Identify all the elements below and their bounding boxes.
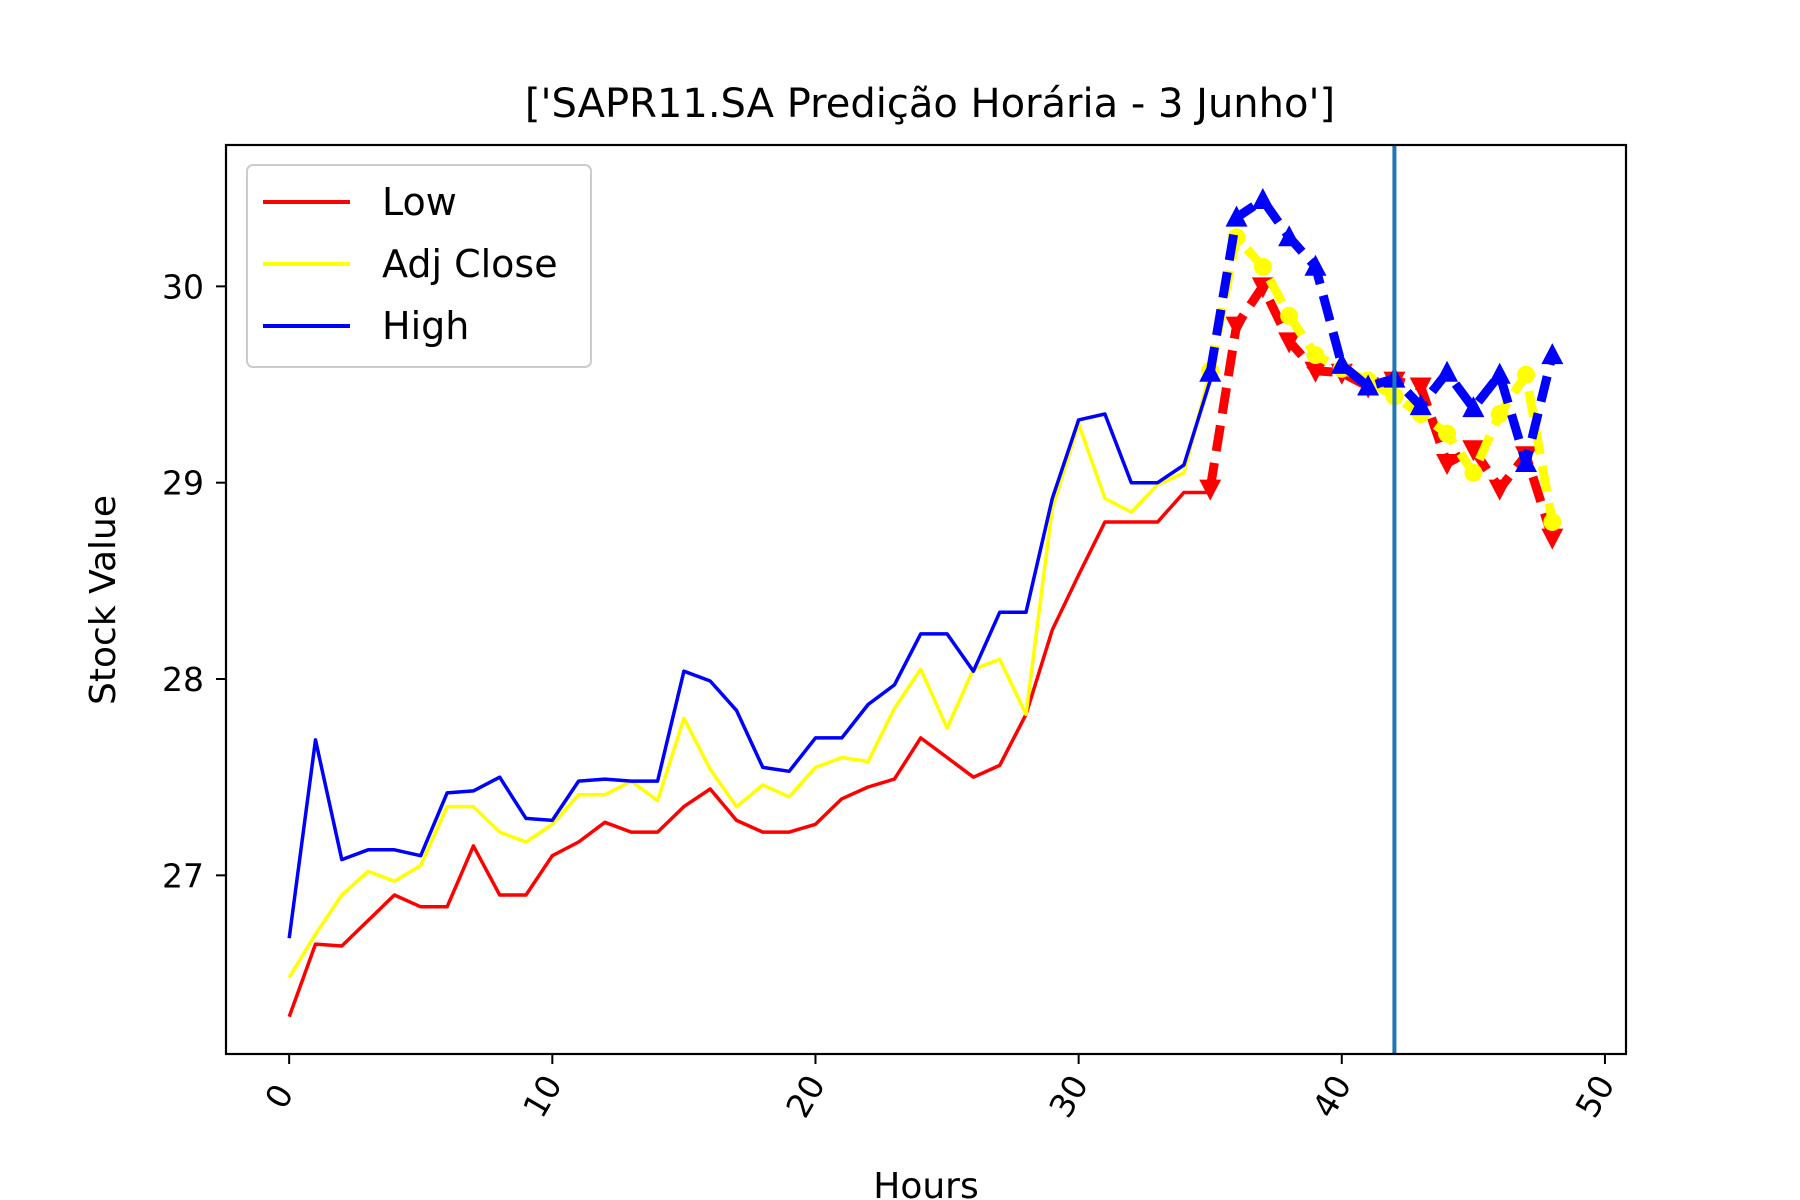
prediction-point-low — [1462, 440, 1485, 462]
x-tick-label: 10 — [515, 1068, 570, 1124]
prediction-line-adj-close — [1205, 232, 1557, 523]
prediction-point-high — [1199, 360, 1222, 382]
y-tick-label: 27 — [162, 856, 204, 895]
prediction-point-adj-close — [1543, 512, 1562, 531]
prediction-point-low — [1488, 479, 1511, 501]
y-tick-label: 29 — [162, 464, 204, 503]
prediction-point-low — [1304, 361, 1327, 383]
prediction-point-low — [1278, 332, 1301, 354]
x-tick-label: 30 — [1041, 1068, 1096, 1124]
prediction-point-low — [1199, 479, 1222, 501]
x-tick-label: 40 — [1304, 1068, 1359, 1124]
prediction-point-adj-close — [1490, 404, 1509, 423]
prediction-point-adj-close — [1517, 365, 1535, 384]
x-tick-label: 20 — [778, 1068, 833, 1124]
prediction-point-adj-close — [1253, 257, 1272, 276]
prediction-point-high — [1436, 360, 1459, 382]
y-tick-label: 28 — [162, 660, 204, 699]
prediction-line-high — [1205, 195, 1557, 468]
series-line-high — [287, 380, 1212, 939]
legend-label: High — [382, 304, 469, 348]
prediction-point-high — [1409, 394, 1432, 416]
prediction-point-adj-close — [1438, 424, 1457, 443]
prediction-point-adj-close — [1280, 306, 1299, 325]
x-tick-label: 0 — [257, 1077, 301, 1115]
prediction-point-high — [1541, 343, 1564, 365]
prediction-point-adj-close — [1464, 463, 1483, 482]
legend-label: Adj Close — [382, 242, 558, 286]
prediction-point-high — [1515, 451, 1537, 473]
legend-box — [246, 164, 592, 368]
prediction-point-high — [1488, 362, 1511, 384]
prediction-point-low — [1436, 454, 1459, 476]
legend-label: Low — [382, 180, 457, 224]
prediction-point-low — [1541, 528, 1564, 550]
x-tick-label: 50 — [1568, 1068, 1623, 1124]
plot-frame — [224, 143, 1628, 1056]
prediction-point-high — [1278, 225, 1301, 247]
prediction-point-high — [1251, 187, 1274, 209]
prediction-point-adj-close — [1306, 346, 1325, 365]
series-line-adj-close — [287, 370, 1212, 979]
prediction-point-low — [1225, 316, 1248, 338]
prediction-point-high — [1330, 352, 1353, 374]
prediction-point-high — [1462, 396, 1485, 418]
series-line-low — [287, 490, 1211, 1018]
prediction-point-high — [1225, 205, 1248, 227]
chart-title: ['SAPR11.SA Predição Horária - 3 Junho'] — [525, 81, 1335, 127]
prediction-point-high — [1357, 374, 1380, 396]
y-tick-label: 30 — [162, 267, 204, 306]
x-axis-label: Hours — [873, 1166, 978, 1200]
prediction-point-high — [1304, 254, 1327, 276]
y-axis-label: Stock Value — [83, 495, 124, 705]
legend: Low Adj Close High — [246, 164, 592, 368]
prediction-point-low — [1409, 377, 1432, 399]
